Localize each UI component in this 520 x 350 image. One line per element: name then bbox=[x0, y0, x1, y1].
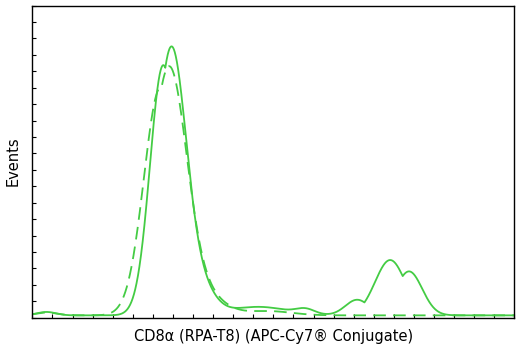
X-axis label: CD8α (RPA-T8) (APC-Cy7® Conjugate): CD8α (RPA-T8) (APC-Cy7® Conjugate) bbox=[134, 329, 413, 344]
Y-axis label: Events: Events bbox=[6, 137, 21, 187]
